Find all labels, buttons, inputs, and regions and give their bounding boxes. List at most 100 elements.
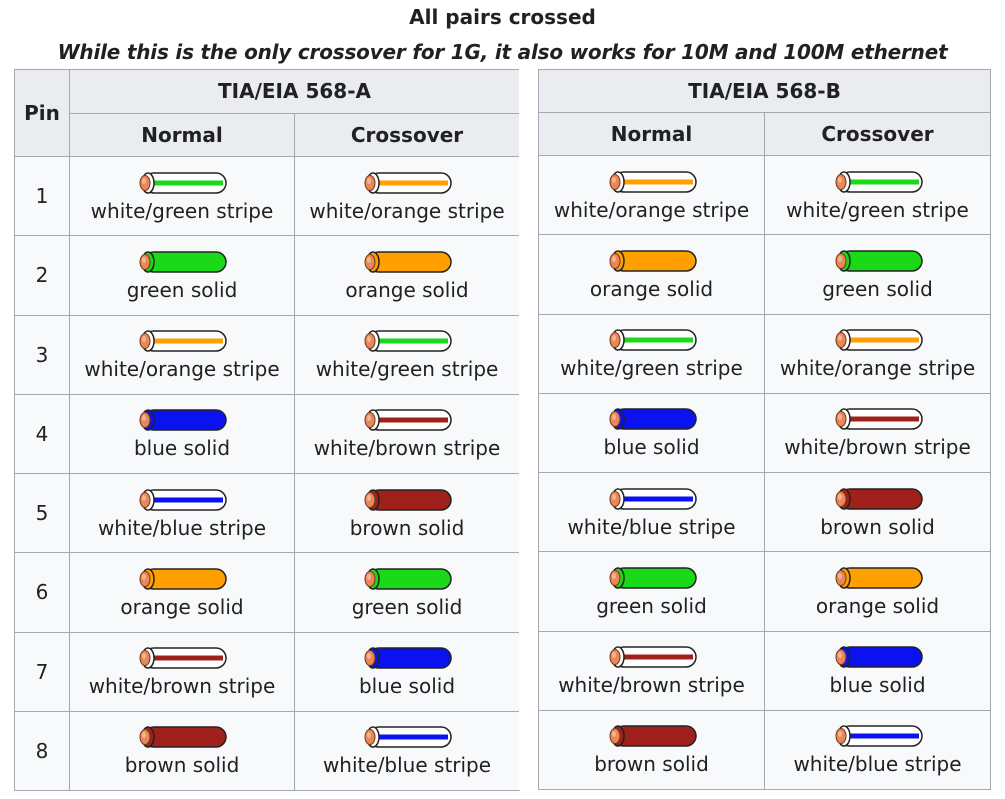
wire-cell-568b-crossover: white/brown stripe — [764, 392, 991, 474]
wire-label: brown solid — [349, 515, 465, 540]
striped-wire-icon — [609, 329, 697, 351]
striped-wire-icon — [609, 487, 697, 510]
table-row: 7 white/brown stripe blue solid — [14, 631, 521, 712]
wire-label: green solid — [822, 276, 933, 301]
wire-label: white/brown stripe — [784, 435, 971, 460]
pin-number: 6 — [14, 552, 70, 633]
wire-label: orange solid — [345, 277, 469, 302]
wire-cell-568a-crossover: white/orange stripe — [293, 155, 521, 237]
wire-label: blue solid — [829, 673, 926, 698]
solid-wire-icon — [364, 251, 452, 273]
table-row: blue solid white/brown stripe — [538, 392, 991, 474]
wire-cell-568a-normal: blue solid — [69, 393, 295, 475]
wire-label: white/brown stripe — [558, 673, 745, 698]
table-row: white/green stripe white/orange stripe — [538, 313, 991, 394]
table-row: 1 white/green stripe white/orange stripe — [14, 155, 521, 237]
striped-wire-icon — [609, 646, 697, 668]
wiring-tables: Pin TIA/EIA 568-A Normal Crossover 1 whit… — [14, 69, 991, 792]
standard-header-568a: TIA/EIA 568-A — [68, 69, 521, 114]
wire-label: white/green stripe — [90, 198, 274, 223]
striped-wire-icon — [364, 171, 452, 194]
wire-cell-568b-normal: brown solid — [538, 709, 765, 791]
wire-cell-568a-normal: green solid — [69, 235, 295, 316]
solid-wire-icon — [835, 250, 923, 272]
standard-header-568b: TIA/EIA 568-B — [538, 69, 991, 113]
striped-wire-icon — [835, 725, 923, 748]
wire-cell-568a-crossover: white/green stripe — [293, 314, 521, 395]
striped-wire-icon — [835, 408, 923, 431]
wire-label: white/blue stripe — [567, 514, 736, 539]
wire-label: orange solid — [120, 594, 244, 619]
wire-cell-568b-normal: white/green stripe — [538, 313, 765, 394]
table-row: 2 green solid orange solid — [14, 235, 521, 316]
solid-wire-icon — [139, 409, 227, 432]
wire-cell-568a-crossover: orange solid — [293, 235, 521, 316]
wire-cell-568b-normal: white/blue stripe — [538, 471, 765, 553]
normal-header: Normal — [538, 112, 765, 156]
wire-label: green solid — [126, 277, 238, 302]
striped-wire-icon — [835, 329, 923, 351]
crossover-header: Crossover — [293, 112, 521, 157]
wire-label: white/brown stripe — [88, 674, 276, 699]
table-subtitle: While this is the only crossover for 1G,… — [57, 40, 948, 64]
wire-cell-568a-normal: brown solid — [69, 710, 295, 792]
wire-label: white/blue stripe — [97, 515, 267, 540]
wire-label: white/green stripe — [560, 356, 743, 381]
pin-number: 3 — [14, 314, 70, 395]
solid-wire-icon — [609, 725, 697, 748]
wire-label: orange solid — [589, 276, 714, 301]
solid-wire-icon — [364, 568, 452, 590]
pin-header: Pin — [14, 69, 70, 157]
striped-wire-icon — [609, 170, 697, 193]
table-row: 5 white/blue stripe brown solid — [14, 472, 521, 554]
wire-cell-568b-normal: white/brown stripe — [538, 630, 765, 711]
solid-wire-icon — [609, 250, 697, 272]
pin-number: 4 — [14, 393, 70, 475]
wire-label: white/orange stripe — [84, 357, 280, 382]
wire-cell-568b-normal: green solid — [538, 551, 765, 632]
table-row: white/brown stripe blue solid — [538, 630, 991, 711]
wire-label: white/orange stripe — [779, 356, 976, 381]
wire-cell-568a-crossover: white/blue stripe — [293, 710, 521, 792]
wire-label: blue solid — [133, 436, 231, 461]
table-row: 3 white/orange stripe white/green stripe — [14, 314, 521, 395]
table-568b: TIA/EIA 568-B Normal Crossover white/ora… — [538, 69, 991, 791]
normal-header: Normal — [69, 112, 295, 157]
pin-number: 7 — [14, 631, 70, 712]
wire-cell-568b-crossover: brown solid — [764, 471, 991, 553]
wire-label: white/orange stripe — [553, 197, 750, 222]
table-title: All pairs crossed — [409, 5, 596, 29]
crossover-header: Crossover — [764, 112, 991, 156]
table-row: white/blue stripe brown solid — [538, 471, 991, 553]
wire-label: blue solid — [358, 674, 456, 699]
wire-label: orange solid — [815, 593, 940, 618]
solid-wire-icon — [364, 488, 452, 511]
wire-label: green solid — [596, 593, 707, 618]
wire-label: blue solid — [603, 435, 700, 460]
solid-wire-icon — [364, 647, 452, 669]
wire-cell-568a-crossover: brown solid — [293, 472, 521, 554]
table-row: green solid orange solid — [538, 551, 991, 632]
wire-cell-568a-normal: white/green stripe — [69, 155, 295, 237]
striped-wire-icon — [835, 170, 923, 193]
wire-label: brown solid — [124, 753, 240, 778]
wire-cell-568a-crossover: green solid — [293, 552, 521, 633]
table-row: brown solid white/blue stripe — [538, 709, 991, 791]
table-row: white/orange stripe white/green stripe — [538, 154, 991, 236]
solid-wire-icon — [139, 251, 227, 273]
wire-label: green solid — [351, 594, 463, 619]
wire-cell-568a-normal: white/orange stripe — [69, 314, 295, 395]
solid-wire-icon — [139, 726, 227, 749]
wire-cell-568b-normal: white/orange stripe — [538, 154, 765, 236]
wire-label: brown solid — [594, 752, 709, 777]
striped-wire-icon — [139, 330, 227, 352]
wire-cell-568a-normal: white/brown stripe — [69, 631, 295, 712]
wire-label: white/brown stripe — [313, 436, 501, 461]
striped-wire-icon — [364, 409, 452, 432]
solid-wire-icon — [609, 567, 697, 589]
wire-cell-568b-crossover: white/blue stripe — [764, 709, 991, 791]
table-row: 4 blue solid white/brown stripe — [14, 393, 521, 475]
wire-cell-568a-normal: white/blue stripe — [69, 472, 295, 554]
wire-label: white/blue stripe — [322, 753, 492, 778]
wire-cell-568b-normal: orange solid — [538, 234, 765, 315]
